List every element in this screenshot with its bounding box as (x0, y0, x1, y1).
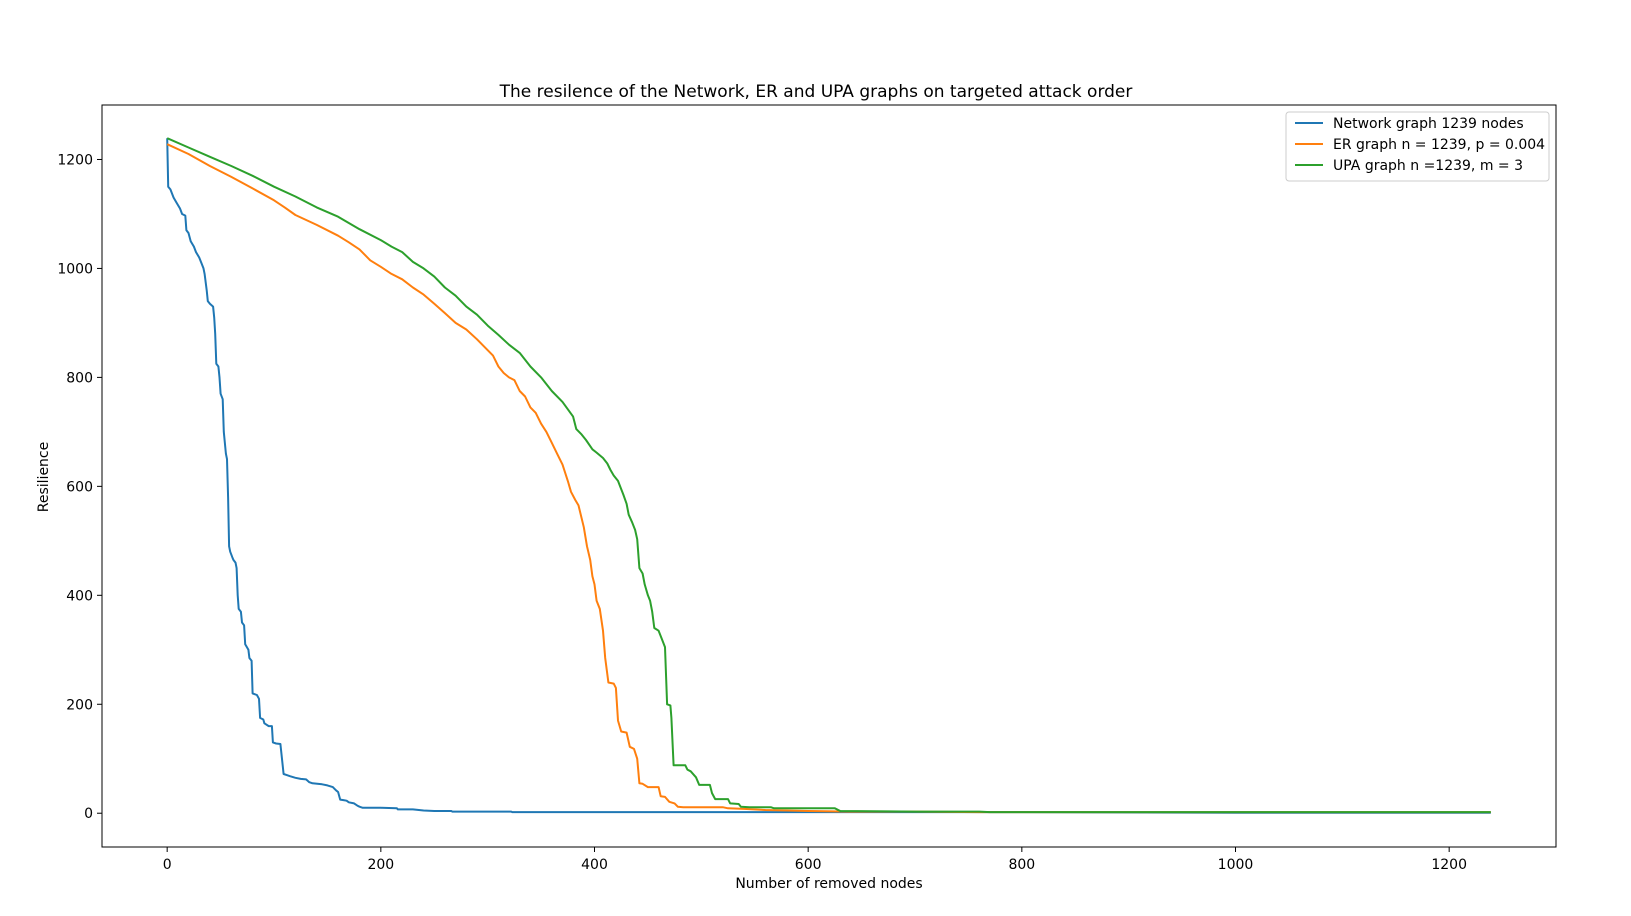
x-tick-label: 1000 (1218, 857, 1254, 873)
y-tick-label: 400 (66, 588, 93, 604)
x-tick-label: 200 (367, 857, 394, 873)
series-line-2 (166, 143, 1491, 814)
y-tick-label: 800 (66, 370, 93, 386)
series-layer (166, 137, 1491, 814)
series-line-3 (166, 137, 1491, 814)
legend-label-1: Network graph 1239 nodes (1333, 116, 1524, 132)
x-tick-label: 600 (795, 857, 822, 873)
chart-title: The resilence of the Network, ER and UPA… (499, 82, 1133, 102)
legend: Network graph 1239 nodes ER graph n = 123… (1285, 111, 1550, 182)
x-tick-label: 800 (1008, 857, 1035, 873)
y-tick-label: 200 (66, 697, 93, 713)
y-tick-label: 1200 (57, 152, 93, 168)
x-tick-label: 1200 (1431, 857, 1467, 873)
x-axis-label: Number of removed nodes (735, 876, 922, 892)
legend-label-2: ER graph n = 1239, p = 0.004 (1333, 137, 1545, 153)
x-tick-label: 400 (581, 857, 608, 873)
plot-area (101, 104, 1557, 848)
series-line-1 (166, 138, 1491, 814)
y-tick-label: 0 (84, 806, 93, 822)
y-axis-label: Resilience (36, 442, 52, 512)
x-tick-label: 0 (163, 857, 172, 873)
axis-ticks: 0 200 400 600 800 1000 1200 0 200 400 600 800 1000 12… (57, 152, 1467, 873)
y-tick-label: 1000 (57, 261, 93, 277)
legend-box (1285, 111, 1550, 182)
y-tick-label: 600 (66, 479, 93, 495)
legend-label-3: UPA graph n =1239, m = 3 (1333, 158, 1523, 174)
